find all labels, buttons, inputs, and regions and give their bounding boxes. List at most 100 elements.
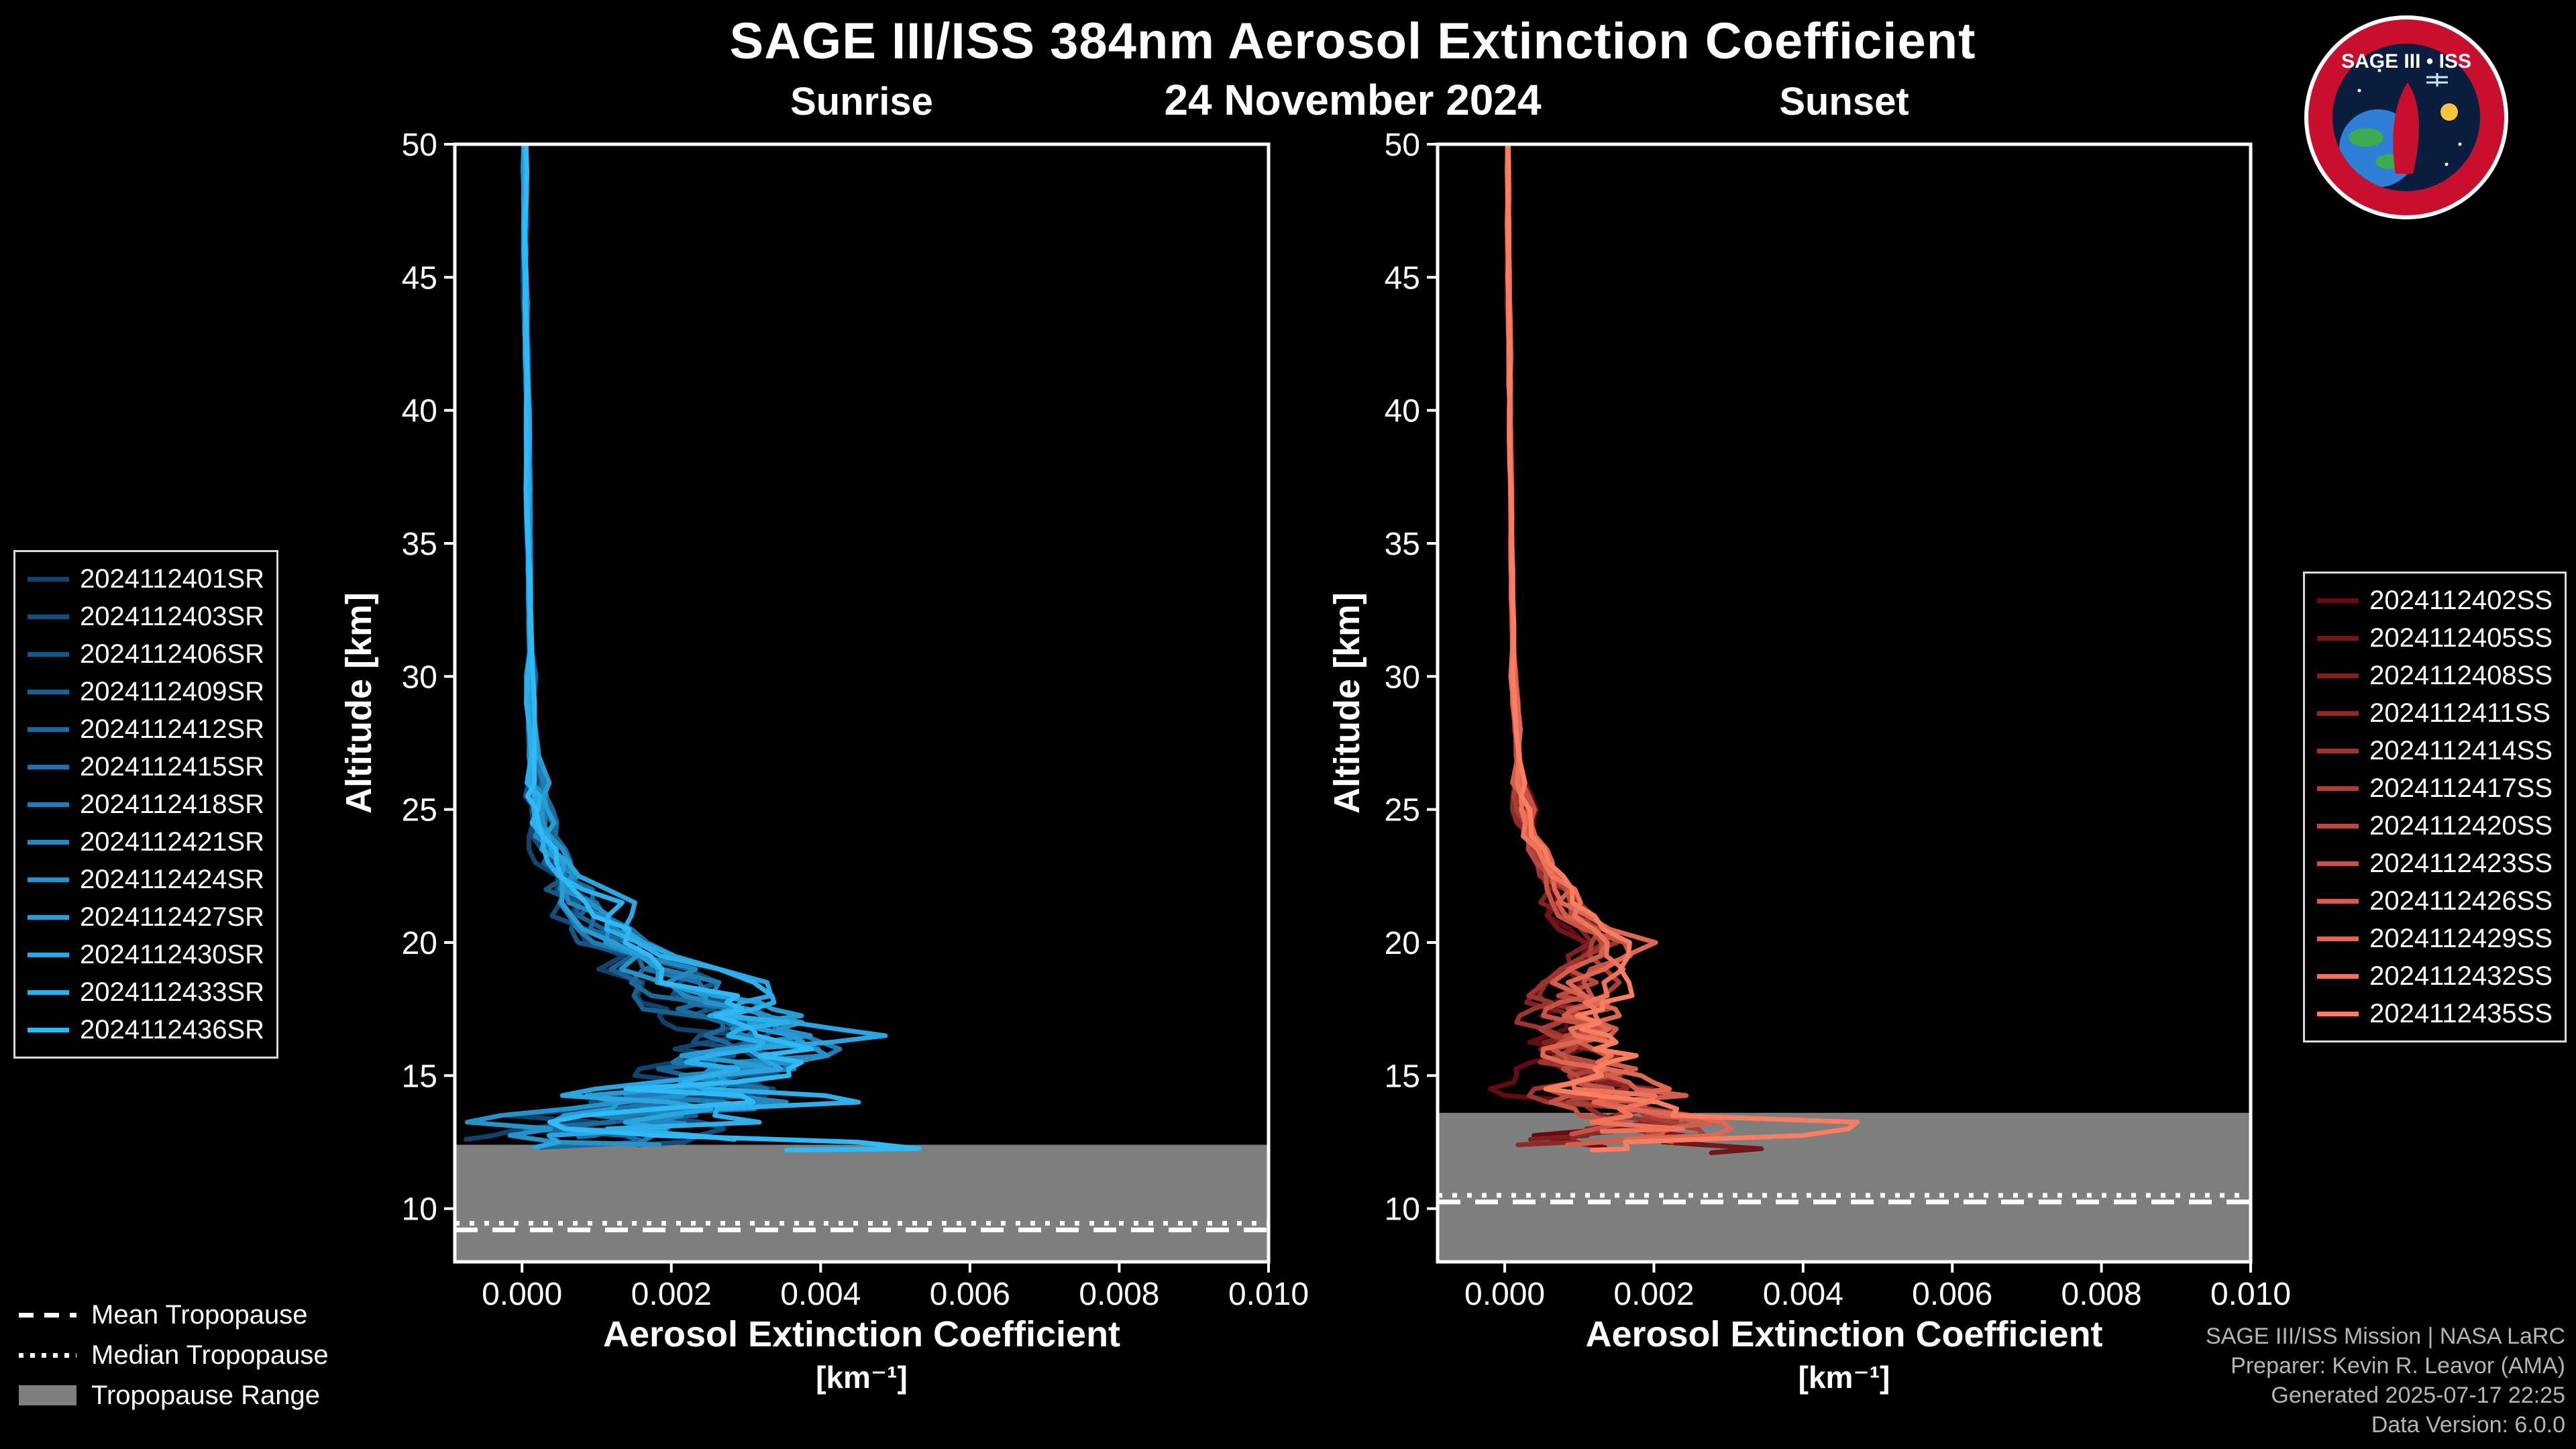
dotted-line-icon bbox=[19, 1352, 76, 1358]
svg-text:30: 30 bbox=[1385, 659, 1420, 695]
series-line-icon bbox=[2317, 823, 2359, 828]
series-label: 2024112405SS bbox=[2369, 623, 2553, 653]
credit-line: SAGE III/ISS Mission | NASA LaRC bbox=[2205, 1324, 2565, 1349]
legend-item: 2024112401SR bbox=[28, 560, 264, 598]
series-line-icon bbox=[28, 576, 69, 582]
series-line-icon bbox=[28, 764, 69, 769]
legend-item: 2024112408SS bbox=[2317, 657, 2553, 694]
panel-title-sunrise: Sunrise bbox=[790, 80, 933, 123]
svg-text:15: 15 bbox=[402, 1059, 437, 1094]
svg-text:50: 50 bbox=[402, 127, 437, 163]
series-line-icon bbox=[2317, 786, 2359, 791]
iss-icon bbox=[2426, 73, 2448, 87]
legend-item: 2024112421SR bbox=[28, 823, 264, 861]
svg-text:45: 45 bbox=[402, 260, 437, 296]
gray-patch-icon bbox=[19, 1385, 76, 1405]
series-label: 2024112401SR bbox=[80, 564, 265, 594]
legend-item: 2024112405SS bbox=[2317, 619, 2553, 657]
legend-item: 2024112415SR bbox=[28, 748, 264, 786]
series-line-icon bbox=[28, 614, 69, 619]
series-label: 2024112406SR bbox=[80, 639, 265, 669]
series-line-icon bbox=[28, 1027, 69, 1032]
series-label: 2024112433SR bbox=[80, 977, 265, 1007]
svg-text:0.000: 0.000 bbox=[482, 1277, 562, 1312]
x-axis-label-sunset: Aerosol Extinction Coefficient bbox=[1585, 1314, 2103, 1354]
legend-item: 2024112418SR bbox=[28, 786, 264, 823]
series-label: 2024112409SR bbox=[80, 676, 265, 706]
svg-text:35: 35 bbox=[1385, 527, 1420, 562]
svg-text:0.010: 0.010 bbox=[2210, 1277, 2291, 1312]
svg-text:0.010: 0.010 bbox=[1228, 1277, 1309, 1312]
series-line-icon bbox=[28, 839, 69, 845]
series-label: 2024112423SS bbox=[2369, 848, 2553, 878]
svg-text:40: 40 bbox=[402, 394, 437, 429]
series-label: 2024112408SS bbox=[2369, 660, 2553, 690]
svg-text:25: 25 bbox=[1385, 793, 1420, 828]
y-axis-label-sunrise: Altitude [km] bbox=[339, 592, 379, 814]
series-label: 2024112414SS bbox=[2369, 735, 2553, 765]
series-label: 2024112403SR bbox=[80, 601, 265, 631]
series-line-icon bbox=[28, 989, 69, 995]
legend-item: 2024112429SS bbox=[2317, 920, 2553, 957]
panel-title-sunset: Sunset bbox=[1779, 80, 1909, 123]
legend-item: 2024112427SR bbox=[28, 898, 264, 936]
x-axis-units-sunrise: [km⁻¹] bbox=[816, 1360, 908, 1395]
series-label: 2024112435SS bbox=[2369, 998, 2553, 1028]
svg-text:45: 45 bbox=[1385, 260, 1420, 296]
series-line-icon bbox=[28, 727, 69, 732]
svg-text:0.008: 0.008 bbox=[1079, 1277, 1159, 1312]
series-label: 2024112418SR bbox=[80, 789, 265, 819]
svg-text:0.002: 0.002 bbox=[1613, 1277, 1694, 1312]
legend-item: 2024112402SS bbox=[2317, 582, 2553, 619]
legend-item: 2024112433SR bbox=[28, 973, 264, 1011]
series-label: 2024112420SS bbox=[2369, 810, 2553, 841]
svg-text:35: 35 bbox=[402, 527, 437, 562]
series-label: 2024112432SS bbox=[2369, 961, 2553, 991]
series-label: 2024112424SR bbox=[80, 864, 265, 894]
series-label: 2024112402SS bbox=[2369, 585, 2553, 615]
svg-text:0.002: 0.002 bbox=[631, 1277, 712, 1312]
series-line-icon bbox=[2317, 710, 2359, 716]
svg-text:0.004: 0.004 bbox=[780, 1277, 861, 1312]
dashed-line-icon bbox=[19, 1312, 76, 1318]
credit-line: Preparer: Kevin R. Leavor (AMA) bbox=[2231, 1353, 2565, 1379]
legend-label: Tropopause Range bbox=[91, 1380, 320, 1410]
legend-median-tropopause: Median Tropopause bbox=[19, 1335, 329, 1375]
series-label: 2024112430SR bbox=[80, 939, 265, 969]
series-line-icon bbox=[2317, 973, 2359, 979]
svg-text:40: 40 bbox=[1385, 394, 1420, 429]
series-line-icon bbox=[2317, 936, 2359, 941]
credit-line: Data Version: 6.0.0 bbox=[2371, 1412, 2565, 1438]
series-label: 2024112429SS bbox=[2369, 923, 2553, 953]
svg-text:20: 20 bbox=[402, 926, 437, 961]
series-label: 2024112412SR bbox=[80, 714, 265, 744]
svg-text:50: 50 bbox=[1385, 127, 1420, 163]
svg-text:10: 10 bbox=[1385, 1192, 1420, 1228]
svg-text:0.000: 0.000 bbox=[1464, 1277, 1545, 1312]
legend-label: Median Tropopause bbox=[91, 1340, 329, 1370]
legend-item: 2024112435SS bbox=[2317, 995, 2553, 1032]
series-label: 2024112415SR bbox=[80, 751, 265, 782]
svg-text:0.004: 0.004 bbox=[1763, 1277, 1843, 1312]
legend-item: 2024112412SR bbox=[28, 710, 264, 748]
svg-text:0.008: 0.008 bbox=[2061, 1277, 2142, 1312]
series-line-icon bbox=[2317, 748, 2359, 753]
legend-item: 2024112423SS bbox=[2317, 845, 2553, 882]
legend-label: Mean Tropopause bbox=[91, 1299, 308, 1330]
y-axis-label-sunset: Altitude [km] bbox=[1327, 592, 1367, 814]
svg-text:30: 30 bbox=[402, 659, 437, 695]
legend-item: 2024112432SS bbox=[2317, 957, 2553, 995]
series-label: 2024112421SR bbox=[80, 826, 265, 857]
legend-item: 2024112426SS bbox=[2317, 882, 2553, 920]
legend-mean-tropopause: Mean Tropopause bbox=[19, 1295, 329, 1335]
legend-item: 2024112411SS bbox=[2317, 694, 2553, 732]
mission-patch-icon: SAGE III • ISS bbox=[2304, 15, 2508, 219]
series-label: 2024112411SS bbox=[2369, 698, 2551, 728]
series-line-icon bbox=[2317, 673, 2359, 678]
figure-icon bbox=[2393, 83, 2419, 174]
legend-tropopause-range: Tropopause Range bbox=[19, 1375, 329, 1415]
series-line-icon bbox=[28, 914, 69, 920]
svg-text:0.006: 0.006 bbox=[1912, 1277, 1992, 1312]
svg-text:20: 20 bbox=[1385, 926, 1420, 961]
